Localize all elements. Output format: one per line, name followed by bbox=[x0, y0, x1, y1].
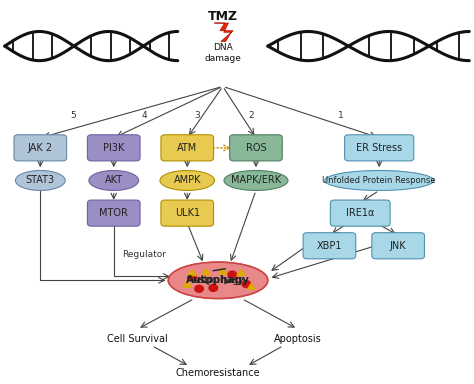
FancyBboxPatch shape bbox=[372, 233, 424, 259]
Circle shape bbox=[242, 281, 251, 288]
Text: MAPK/ERK: MAPK/ERK bbox=[231, 175, 281, 185]
Text: MTOR: MTOR bbox=[100, 208, 128, 218]
Ellipse shape bbox=[16, 170, 65, 190]
Text: Regulator: Regulator bbox=[123, 250, 166, 259]
Polygon shape bbox=[183, 281, 191, 287]
FancyBboxPatch shape bbox=[303, 233, 356, 259]
Ellipse shape bbox=[325, 170, 434, 190]
Text: JNK: JNK bbox=[390, 241, 407, 251]
Text: ATM: ATM bbox=[177, 143, 197, 153]
FancyBboxPatch shape bbox=[87, 135, 140, 161]
Ellipse shape bbox=[168, 262, 268, 299]
Circle shape bbox=[188, 274, 196, 281]
Polygon shape bbox=[214, 23, 233, 41]
Text: 1: 1 bbox=[338, 111, 344, 120]
FancyBboxPatch shape bbox=[345, 135, 414, 161]
FancyBboxPatch shape bbox=[87, 200, 140, 226]
Text: 5: 5 bbox=[71, 111, 76, 120]
Text: 3: 3 bbox=[194, 111, 200, 120]
Polygon shape bbox=[247, 283, 255, 290]
Circle shape bbox=[195, 285, 203, 292]
Text: AKT: AKT bbox=[105, 175, 123, 185]
Text: Apoptosis: Apoptosis bbox=[274, 334, 321, 344]
Ellipse shape bbox=[168, 262, 268, 299]
Text: TMZ: TMZ bbox=[208, 10, 238, 23]
Text: Unfolded Protein Response: Unfolded Protein Response bbox=[322, 176, 436, 185]
Polygon shape bbox=[237, 270, 245, 276]
Text: Cell Survival: Cell Survival bbox=[107, 334, 168, 344]
FancyBboxPatch shape bbox=[14, 135, 66, 161]
Text: ROS: ROS bbox=[246, 143, 266, 153]
FancyBboxPatch shape bbox=[330, 200, 390, 226]
Text: DNA
damage: DNA damage bbox=[204, 43, 241, 63]
Text: Chemoresistance: Chemoresistance bbox=[176, 368, 260, 378]
Circle shape bbox=[209, 285, 218, 291]
Ellipse shape bbox=[224, 170, 288, 190]
Text: Autophagy: Autophagy bbox=[186, 275, 250, 285]
FancyBboxPatch shape bbox=[161, 135, 213, 161]
Polygon shape bbox=[188, 270, 196, 276]
Text: ULK1: ULK1 bbox=[174, 208, 200, 218]
Text: XBP1: XBP1 bbox=[317, 241, 342, 251]
Text: IRE1α: IRE1α bbox=[346, 208, 374, 218]
FancyBboxPatch shape bbox=[229, 135, 282, 161]
Text: 4: 4 bbox=[142, 111, 147, 120]
Text: AMPK: AMPK bbox=[173, 175, 201, 185]
Polygon shape bbox=[202, 269, 210, 275]
Text: Autophagy: Autophagy bbox=[191, 275, 245, 285]
FancyBboxPatch shape bbox=[161, 200, 213, 226]
Ellipse shape bbox=[89, 170, 138, 190]
Text: ER Stress: ER Stress bbox=[356, 143, 402, 153]
Circle shape bbox=[228, 271, 237, 278]
Text: STAT3: STAT3 bbox=[26, 175, 55, 185]
Text: JAK 2: JAK 2 bbox=[27, 143, 53, 153]
Ellipse shape bbox=[160, 170, 214, 190]
Polygon shape bbox=[219, 268, 227, 274]
Text: 2: 2 bbox=[248, 111, 254, 120]
Text: PI3K: PI3K bbox=[103, 143, 125, 153]
